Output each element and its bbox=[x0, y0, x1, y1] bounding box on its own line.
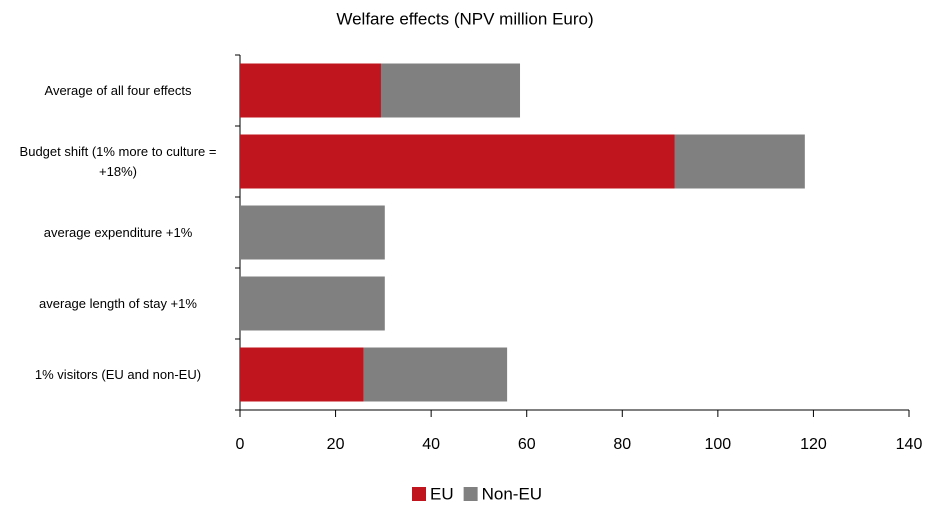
x-tick-label: 80 bbox=[613, 436, 631, 453]
bar-segment bbox=[240, 347, 364, 402]
x-tick-label: 60 bbox=[518, 436, 536, 453]
legend-swatch bbox=[412, 487, 426, 501]
bar-segment bbox=[674, 134, 805, 189]
x-tick-label: 20 bbox=[327, 436, 345, 453]
x-tick-label: 120 bbox=[800, 436, 827, 453]
bar-segment bbox=[363, 347, 508, 402]
bar-segment bbox=[240, 134, 675, 189]
bar-segment bbox=[240, 205, 385, 260]
y-tick-label: average length of stay +1% bbox=[39, 295, 197, 311]
bar-segment bbox=[240, 276, 385, 331]
legend-label: Non-EU bbox=[482, 484, 542, 503]
x-tick-label: 0 bbox=[236, 436, 245, 453]
y-tick-label: Average of all four effects bbox=[44, 82, 192, 98]
x-tick-label: 40 bbox=[422, 436, 440, 453]
legend-swatch bbox=[463, 487, 478, 501]
chart-title: Welfare effects (NPV million Euro) bbox=[336, 9, 593, 28]
bar-segment bbox=[380, 63, 521, 118]
y-tick-label: 1% visitors (EU and non-EU) bbox=[34, 366, 202, 382]
legend-label: EU bbox=[430, 484, 454, 503]
y-tick-label: Budget shift (1% more to culture = +18%) bbox=[19, 143, 217, 179]
bar-segment bbox=[240, 63, 381, 118]
x-tick-label: 140 bbox=[896, 436, 923, 453]
y-tick-label: average expenditure +1% bbox=[43, 224, 193, 240]
x-tick-label: 100 bbox=[705, 436, 732, 453]
